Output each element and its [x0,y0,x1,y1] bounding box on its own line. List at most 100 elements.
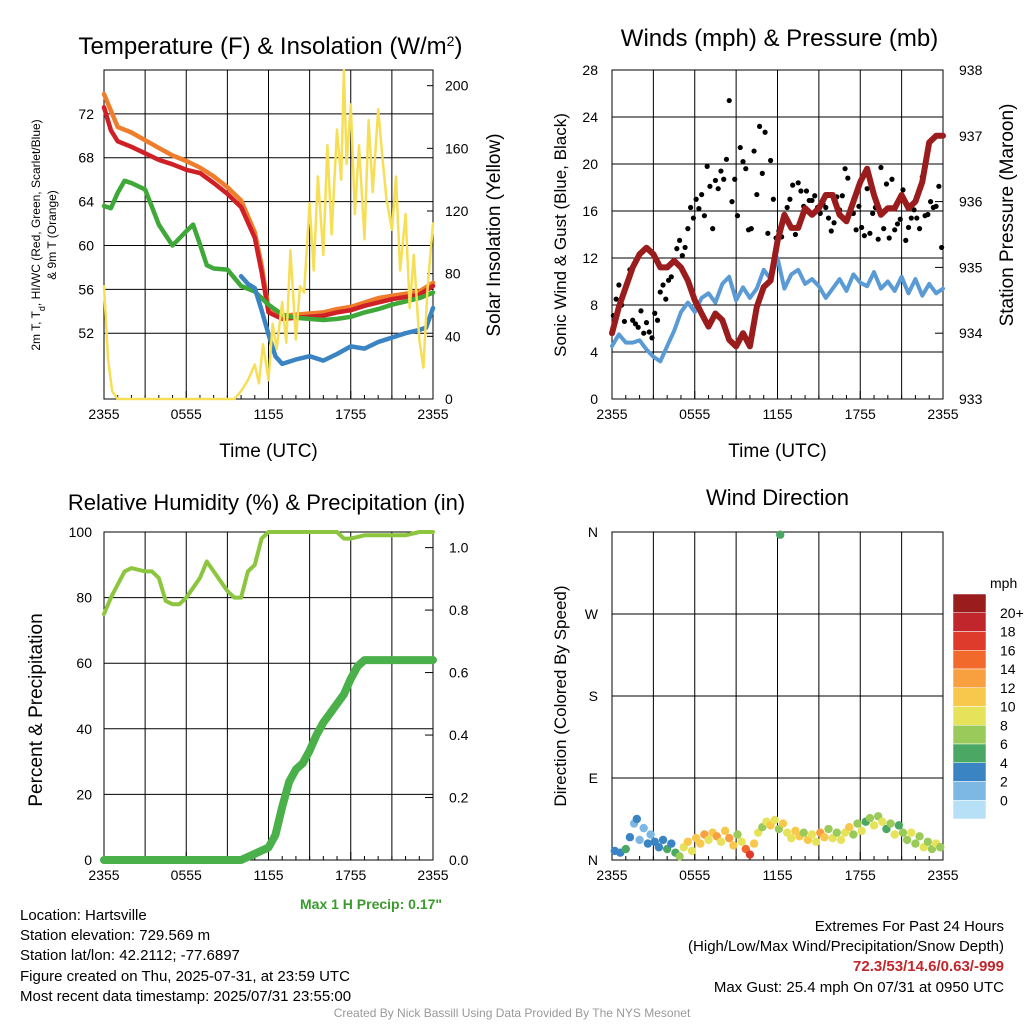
rh-ytick-right-label: 0.6 [449,665,469,681]
wind-gust-point [674,246,680,252]
colorbar-tick-label: 16 [1000,642,1016,658]
wind-gust-point [853,227,859,233]
dir-panel-xtick-label: 2355 [596,867,627,883]
wind-gust-point [759,170,765,176]
wind-gust-point [768,157,774,164]
wind-gust-point [892,227,898,233]
dir-chart-title: Wind Direction [706,485,849,510]
temp-yaxis-rest: , HI/WC (Red, Green, Scarlet/Blue) [29,119,43,306]
rh-ytick-label: 80 [76,590,92,606]
wind-gust-point [916,226,923,232]
dir-point [832,828,842,837]
colorbar-swatch [952,612,987,632]
temp-ytick-label: 64 [78,194,94,210]
dir-point [737,837,746,846]
dir-ytick-label: S [589,688,598,704]
wind-gust-point [682,244,688,251]
dir-point [869,821,879,830]
wind-gust-point [696,206,702,212]
dir-yaxis-label: Direction (Colored By Speed) [551,585,570,806]
wind-gust-point [883,181,890,187]
wind-xaxis-label: Time (UTC) [728,441,827,462]
wind-gust-point [859,224,865,231]
wind-gust-point [765,230,771,236]
temp-title-sup: 2 [447,33,455,49]
dir-point [890,830,899,839]
wind-gust-point [870,210,876,216]
wind-gust-point [911,207,917,213]
dir-point [853,819,862,828]
colorbar-swatch [952,743,987,763]
dir-point [696,839,705,848]
wind-ytick-label: 12 [582,250,598,266]
dir-point [646,830,655,839]
colorbar-tick-label: 0 [1000,792,1008,808]
dir-point [898,828,908,837]
wind-gust-point [881,226,887,232]
temp-ytick-right-label: 80 [445,266,461,282]
dir-point [820,833,829,842]
station-location: Location: Hartsville [20,907,147,924]
wind-gust-point [798,188,804,194]
wind-gust-point [734,213,741,219]
wind-gust-point [886,235,892,241]
dir-point [683,837,693,846]
temp-panel-xtick-label: 2355 [88,406,119,422]
dir-point [799,828,808,837]
wind-gust-point [676,237,683,243]
dir-point [745,850,755,859]
wind-gust-point [897,216,903,222]
colorbar-tick-label: 10 [1000,699,1016,715]
temp-series-line-2 [101,178,436,323]
extremes-values: 72.3/53/14.6/0.63/-999 [853,958,1004,976]
rh-ytick-right-label: 0.8 [449,602,469,618]
dir-point [865,813,875,823]
rh-ytick-right-label: 0.0 [449,852,469,868]
wind-gust-point [790,182,796,188]
credit-line: Created By Nick Bassill Using Data Provi… [333,1006,691,1020]
rh-ytick-label: 0 [84,852,92,868]
dir-point [675,852,684,861]
wind-ytick-label: 0 [590,391,598,407]
wind-gust-point [654,317,661,323]
wind-gust-point [707,183,713,189]
wind-gust-point [643,320,650,326]
colorbar-tick-label: 12 [1000,680,1016,696]
dir-point [849,830,858,839]
colorbar-tick-label: 18 [1000,624,1016,640]
dir-point [787,833,796,843]
wind-gust-point [908,215,914,221]
wind-gust-point [787,196,793,202]
temp-ytick-label: 56 [78,281,94,297]
colorbar-swatch [952,631,987,651]
dir-point [857,826,866,836]
wind-gust-point [701,213,708,219]
wind-gust-point [630,317,636,323]
wind-gust-point [939,244,945,251]
dir-point [845,823,854,832]
dir-point [911,839,920,848]
wind-gust-point [831,220,837,226]
wind-chart-title: Winds (mph) & Pressure (mb) [621,25,938,52]
dir-point [658,835,668,845]
dir-panel-xtick-label: 1155 [762,867,792,883]
wind-gust-point [792,231,799,238]
wind-gust-point [927,199,934,205]
wind-gust-point [635,324,641,330]
temp-yaxis-label: 2m T, Td, HI/WC (Red, Green, Scarlet/Blu… [29,119,47,350]
dir-point [621,844,630,854]
dir-point [811,837,821,846]
dir-point [936,843,945,852]
wind-gust-point [710,226,716,232]
wind-gust-point [690,215,696,221]
max-precip-label: Max 1 H Precip: 0.17" [300,896,443,912]
wind-gust-point [638,308,644,314]
rh-panel-xtick-label: 0555 [171,867,202,883]
wind-panel-xtick-label: 0555 [679,406,710,422]
dir-point [824,824,833,834]
dir-point [878,817,887,826]
dir-point [902,835,912,845]
dir-point [807,830,817,839]
wind-gust-point [657,289,663,295]
